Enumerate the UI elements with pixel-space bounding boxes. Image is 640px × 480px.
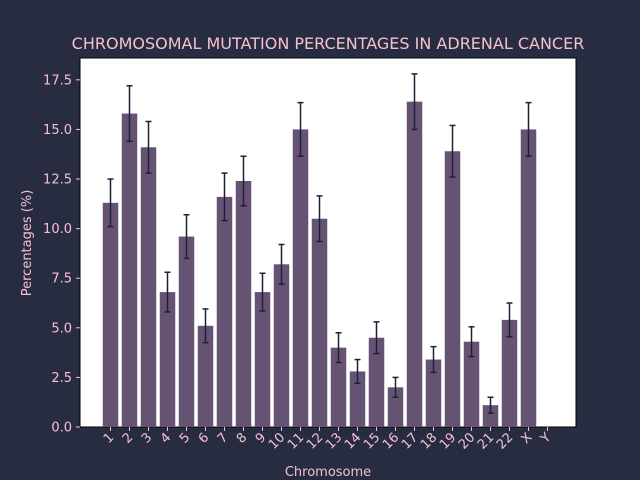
x-tick-label-22: 22 xyxy=(494,430,516,452)
chart-title: CHROMOSOMAL MUTATION PERCENTAGES IN ADRE… xyxy=(72,34,585,53)
x-tick-label-5: 5 xyxy=(177,430,193,446)
y-tick-label-1: 2.5 xyxy=(51,371,72,386)
y-axis-label: Percentages (%) xyxy=(20,190,35,297)
x-tick-label-1: 1 xyxy=(101,430,117,446)
x-axis-label: Chromosome xyxy=(285,465,371,480)
y-tick-label-7: 17.5 xyxy=(43,73,72,88)
bar-13 xyxy=(330,347,347,427)
y-tick-label-2: 5.0 xyxy=(51,321,72,336)
x-tick-label-9: 9 xyxy=(253,430,269,446)
bar-6 xyxy=(197,325,214,427)
bar-2 xyxy=(121,113,138,427)
y-axis: 0.0 2.5 5.0 7.5 10.0 12.5 15.0 17.5 xyxy=(43,73,80,436)
bar-15 xyxy=(368,337,385,427)
y-tick-label-3: 7.5 xyxy=(51,272,72,287)
bar-20 xyxy=(463,341,480,427)
x-tick-label-2: 2 xyxy=(120,430,136,446)
x-tick-label-6: 6 xyxy=(196,430,212,446)
bar-9 xyxy=(254,292,271,427)
bar-1 xyxy=(102,202,119,427)
bar-4 xyxy=(159,292,176,427)
bars-group xyxy=(102,101,537,427)
bar-10 xyxy=(273,264,290,427)
bar-22 xyxy=(501,319,518,427)
bar-8 xyxy=(235,181,252,427)
x-tick-label-3: 3 xyxy=(139,430,155,446)
x-tick-label-X: X xyxy=(518,430,535,447)
error-bars-group xyxy=(107,73,532,414)
bar-21 xyxy=(482,405,499,427)
bar-16 xyxy=(387,387,404,427)
bar-19 xyxy=(444,151,461,427)
x-tick-label-8: 8 xyxy=(234,430,250,446)
y-tick-label-0: 0.0 xyxy=(51,421,72,436)
bar-14 xyxy=(349,371,366,427)
x-tick-label-7: 7 xyxy=(215,430,231,446)
y-tick-label-4: 10.0 xyxy=(43,222,72,237)
y-tick-label-5: 12.5 xyxy=(43,173,72,188)
bar-17 xyxy=(406,101,423,427)
bar-7 xyxy=(216,196,233,427)
y-tick-label-6: 15.0 xyxy=(43,123,72,138)
x-tick-label-4: 4 xyxy=(158,430,174,446)
x-tick-label-Y: Y xyxy=(537,430,554,447)
bar-12 xyxy=(311,218,328,427)
bar-X xyxy=(520,129,537,427)
bar-5 xyxy=(178,236,195,427)
bar-3 xyxy=(140,147,157,427)
bar-11 xyxy=(292,129,309,427)
bar-18 xyxy=(425,359,442,427)
